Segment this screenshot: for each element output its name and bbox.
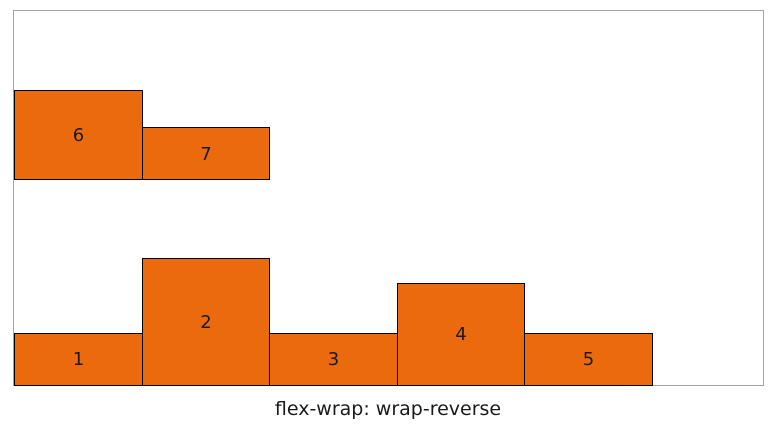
flex-item-1: 1: [14, 333, 143, 386]
flex-item-label: 7: [200, 144, 212, 165]
flex-item-7: 7: [142, 127, 270, 180]
flex-item-2: 2: [142, 258, 270, 386]
flex-item-3: 3: [269, 333, 398, 386]
flex-item-label: 3: [327, 349, 340, 370]
flex-item-4: 4: [397, 283, 525, 386]
flex-item-label: 1: [72, 349, 85, 370]
flex-container: 1 2 3 4 5 6 7: [13, 10, 764, 386]
flex-item-label: 6: [72, 124, 85, 146]
flex-item-5: 5: [524, 333, 653, 386]
flex-item-label: 2: [200, 311, 212, 333]
caption: flex-wrap: wrap-reverse: [274, 398, 502, 420]
flex-item-label: 5: [582, 349, 595, 370]
flex-item-label: 4: [455, 324, 467, 345]
flex-item-6: 6: [14, 90, 143, 180]
